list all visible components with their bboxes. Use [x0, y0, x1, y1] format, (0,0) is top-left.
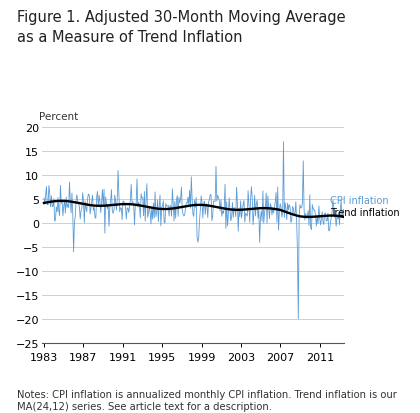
Text: Figure 1. Adjusted 30-Month Moving Average
as a Measure of Trend Inflation: Figure 1. Adjusted 30-Month Moving Avera…	[17, 10, 345, 45]
Text: CPI inflation: CPI inflation	[330, 196, 388, 206]
Text: Notes: CPI inflation is annualized monthly CPI inflation. Trend inflation is our: Notes: CPI inflation is annualized month…	[17, 389, 396, 411]
Text: Trend inflation: Trend inflation	[330, 208, 399, 218]
Text: Percent: Percent	[39, 112, 78, 121]
